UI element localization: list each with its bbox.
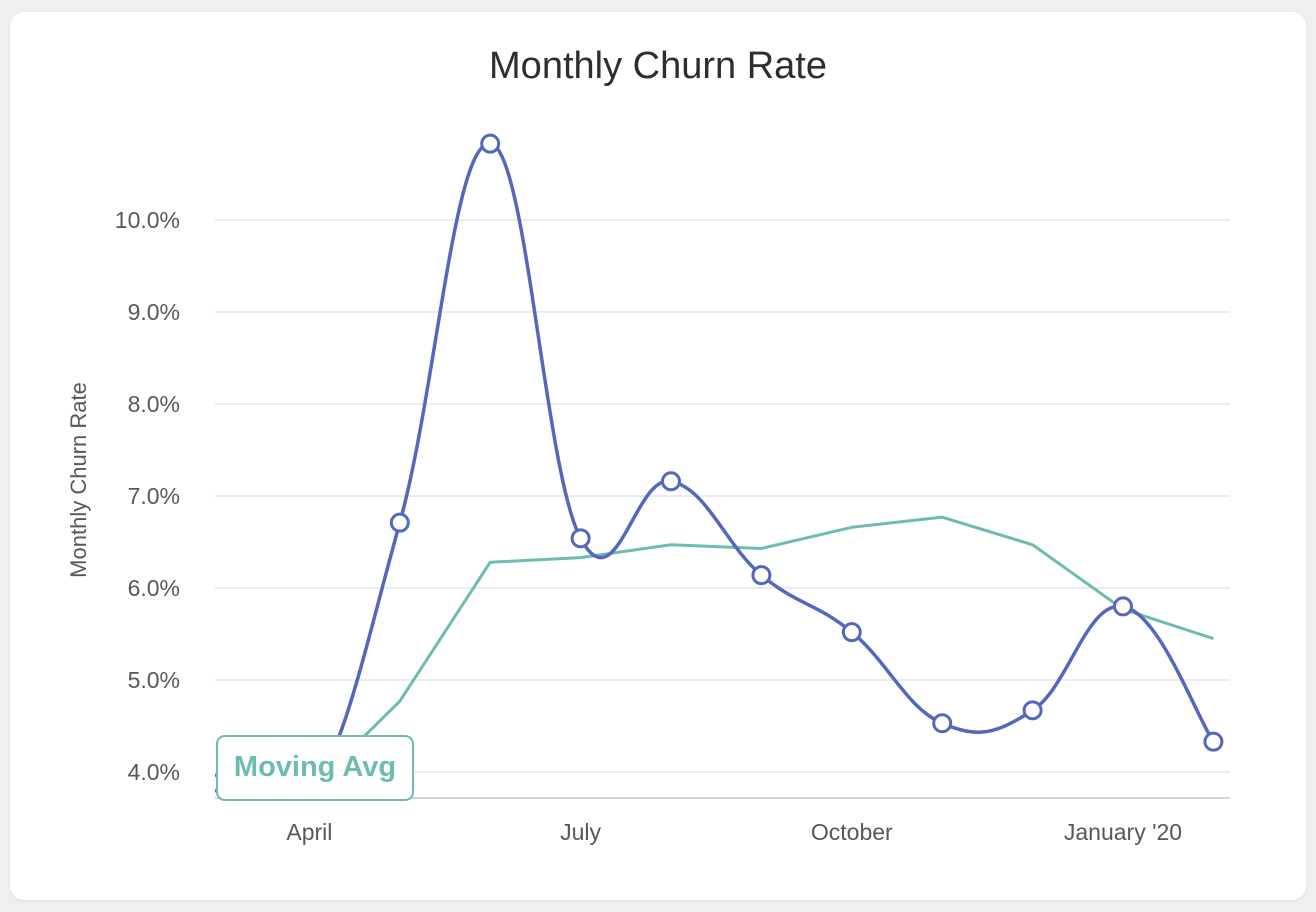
moving-avg-label-text: Moving Avg — [234, 751, 396, 783]
x-tick-label: October — [811, 819, 893, 845]
data-point-marker — [661, 471, 681, 492]
series-markers — [215, 133, 1224, 800]
data-point-marker — [389, 512, 410, 533]
data-point-marker — [480, 133, 501, 154]
x-tick-label: July — [560, 819, 601, 845]
data-point-marker — [932, 713, 953, 734]
y-axis-label: Monthly Churn Rate — [66, 382, 91, 578]
data-point-marker — [1022, 700, 1043, 721]
x-tick-label: April — [286, 819, 332, 845]
moving-avg-label-box — [216, 735, 414, 801]
y-tick-label: 6.0% — [128, 575, 180, 601]
y-tick-label: 9.0% — [128, 299, 180, 325]
series-lines — [218, 141, 1215, 800]
moving-avg-line — [218, 515, 1214, 792]
y-tick-label: 5.0% — [128, 667, 180, 693]
data-point-marker — [1203, 731, 1224, 752]
data-point-marker — [570, 528, 591, 549]
data-point-marker — [1113, 596, 1133, 617]
y-tick-label: 10.0% — [115, 207, 180, 233]
grid-lines — [215, 219, 1230, 799]
data-point-marker — [841, 622, 862, 643]
chart-card: Monthly Churn Rate Monthly Churn Rate 4.… — [10, 12, 1306, 900]
y-tick-label: 8.0% — [128, 391, 180, 417]
moving-avg-label: Moving Avg — [216, 735, 414, 801]
annotations: Moving Avg — [216, 735, 414, 801]
x-axis-ticks: April July October January '20 — [286, 819, 1182, 845]
y-tick-label: 7.0% — [128, 483, 180, 509]
y-axis-ticks: 4.0% 5.0% 6.0% 7.0% 8.0% 9.0% 10.0% — [115, 207, 180, 785]
x-tick-label: January '20 — [1064, 819, 1182, 845]
y-tick-label: 4.0% — [128, 759, 180, 785]
data-point-marker — [751, 565, 772, 586]
churn-rate-line — [218, 141, 1215, 800]
churn-chart: Monthly Churn Rate Monthly Churn Rate 4.… — [66, 45, 1230, 845]
chart-title: Monthly Churn Rate — [489, 45, 827, 87]
